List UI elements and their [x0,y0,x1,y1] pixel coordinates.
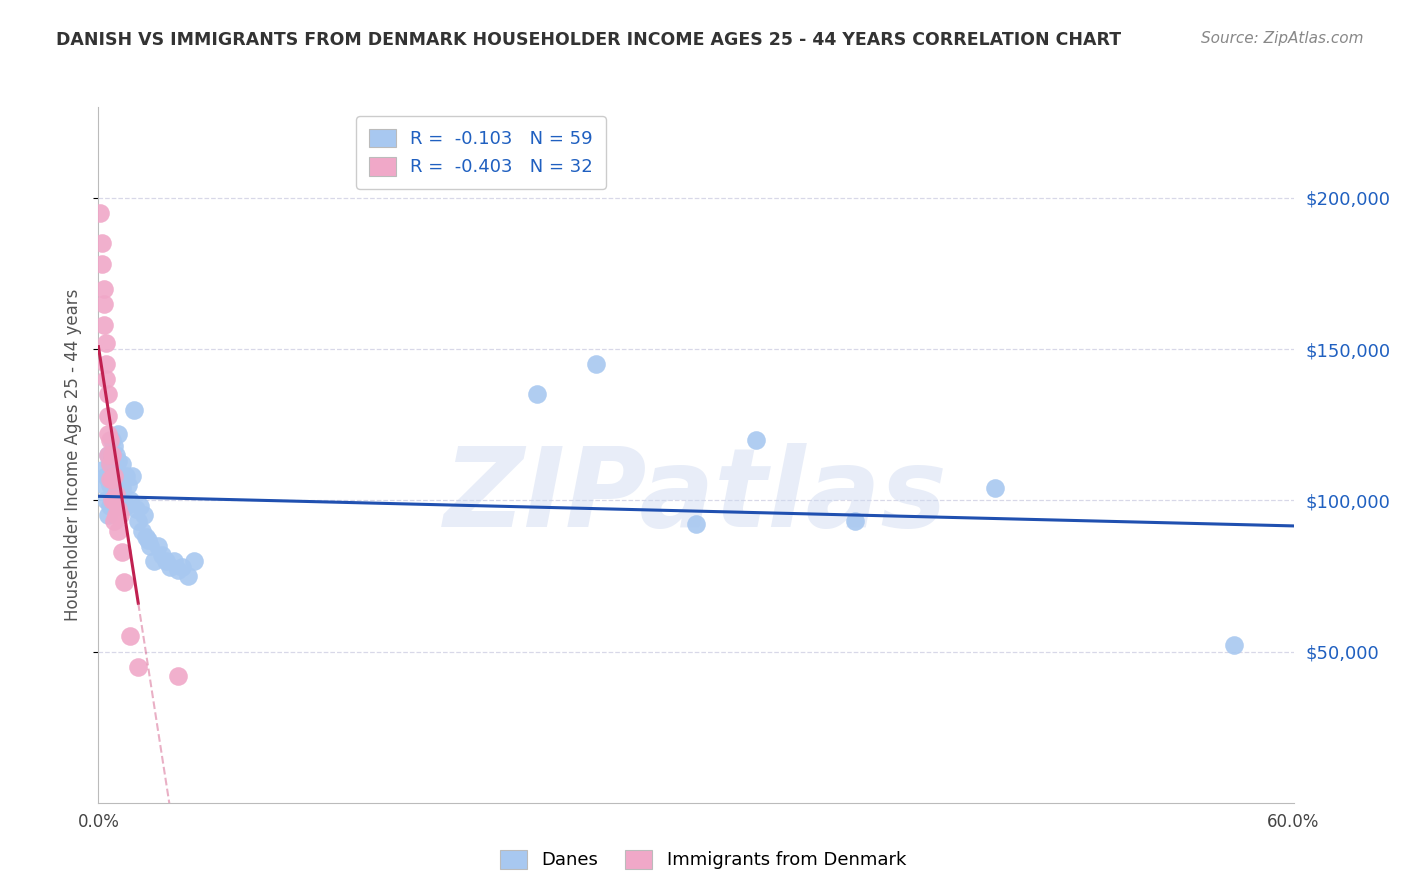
Point [110,469,132,483]
Y-axis label: Householder Income Ages 25 - 44 years: Householder Income Ages 25 - 44 years [65,289,83,621]
Point [110,508,132,523]
Point [139,539,162,553]
Point [167,669,190,683]
Point [105,500,128,514]
Point [120,493,142,508]
Point [115,469,138,483]
Point [97,472,120,486]
Point [103,463,125,477]
Point [163,554,186,568]
Point [103,515,125,529]
Legend: Danes, Immigrants from Denmark: Danes, Immigrants from Denmark [491,841,915,879]
Point [97,448,120,462]
Point [96,372,118,386]
Point [91,463,114,477]
Point [97,409,120,423]
Point [100,457,122,471]
Point [183,554,205,568]
Point [100,472,122,486]
Point [101,469,124,483]
Point [111,481,134,495]
Point [120,629,142,643]
Point [97,387,120,401]
Point [143,554,166,568]
Point [107,454,129,468]
Text: ZIPatlas: ZIPatlas [444,443,948,550]
Point [93,318,115,332]
Point [745,433,768,447]
Point [107,502,129,516]
Point [984,481,1007,495]
Point [107,524,129,538]
Point [844,515,866,529]
Point [96,336,118,351]
Point [136,533,159,547]
Point [150,548,173,562]
Point [103,469,125,483]
Point [111,457,134,471]
Point [97,508,120,523]
Point [110,493,132,508]
Legend: R =  -0.103   N = 59, R =  -0.403   N = 32: R = -0.103 N = 59, R = -0.403 N = 32 [356,116,606,189]
Point [125,502,148,516]
Point [101,433,124,447]
Point [127,515,149,529]
Point [101,448,124,462]
Point [105,487,128,501]
Point [134,508,156,523]
Point [131,524,153,538]
Point [103,439,125,453]
Point [91,257,114,271]
Point [100,433,122,447]
Point [585,357,607,371]
Point [135,530,157,544]
Point [155,554,177,568]
Point [93,281,115,295]
Point [177,569,200,583]
Point [89,206,111,220]
Point [117,478,139,492]
Point [100,457,122,471]
Point [127,659,149,673]
Point [96,493,118,508]
Point [1222,639,1246,653]
Point [101,472,124,486]
Point [107,478,129,492]
Point [100,478,122,492]
Point [103,484,125,499]
Point [685,517,707,532]
Point [115,500,138,514]
Point [172,559,194,574]
Point [103,493,125,508]
Point [167,563,190,577]
Point [159,559,181,574]
Point [112,472,135,486]
Point [93,296,115,310]
Point [105,448,128,462]
Point [107,426,129,441]
Point [526,387,548,401]
Point [105,508,128,523]
Point [97,448,120,462]
Text: DANISH VS IMMIGRANTS FROM DENMARK HOUSEHOLDER INCOME AGES 25 - 44 YEARS CORRELAT: DANISH VS IMMIGRANTS FROM DENMARK HOUSEH… [56,31,1122,49]
Point [148,539,170,553]
Point [93,478,115,492]
Point [105,469,128,483]
Point [101,493,124,508]
Text: Source: ZipAtlas.com: Source: ZipAtlas.com [1201,31,1364,46]
Point [111,545,134,559]
Point [96,469,118,483]
Point [96,357,118,371]
Point [97,426,120,441]
Point [100,500,122,514]
Point [101,493,124,508]
Point [121,469,143,483]
Point [112,496,135,510]
Point [124,402,146,417]
Point [112,574,135,589]
Point [129,500,152,514]
Point [91,236,114,251]
